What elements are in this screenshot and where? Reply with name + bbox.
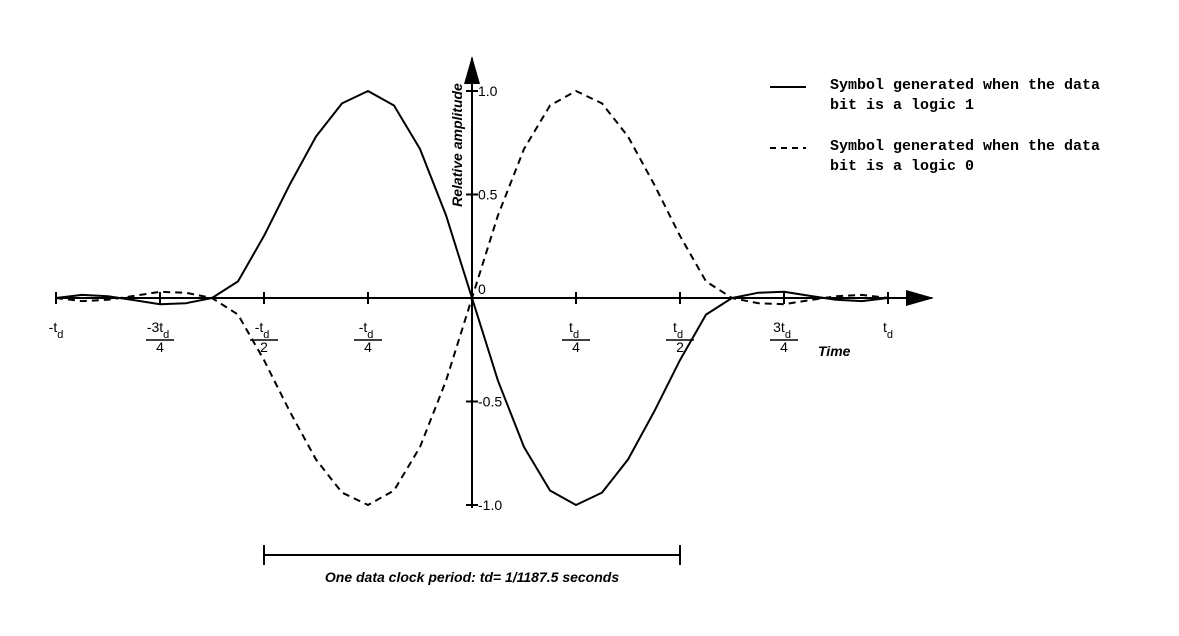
x-tick-label: td/4 <box>569 319 583 355</box>
x-tick-label: -3td/4 <box>147 319 173 355</box>
y-tick-label: 1.0 <box>478 83 498 99</box>
y-tick-label: -0.5 <box>478 394 502 410</box>
y-axis-label: Relative amplitude <box>449 83 465 207</box>
legend-entry: Symbol generated when the data bit is a … <box>830 77 1101 114</box>
x-tick-label: -td/4 <box>359 319 378 355</box>
annotation: One data clock period: td= 1/1187.5 seco… <box>325 569 619 585</box>
x-axis-label: Time <box>818 343 851 359</box>
x-tick-label: 3td/4 <box>773 319 795 355</box>
x-tick-label: td/2 <box>673 319 687 355</box>
x-tick-label: -td <box>49 319 64 341</box>
y-tick-label: 0.5 <box>478 187 498 203</box>
series-line <box>55 90 889 506</box>
period-bracket <box>263 545 681 565</box>
x-tick-label: -td/2 <box>255 319 274 355</box>
y-tick-label: -1.0 <box>478 497 502 513</box>
x-tick-label: td <box>883 319 893 341</box>
y-tick-label: 0 <box>478 281 486 297</box>
legend-entry: Symbol generated when the data bit is a … <box>830 138 1101 175</box>
